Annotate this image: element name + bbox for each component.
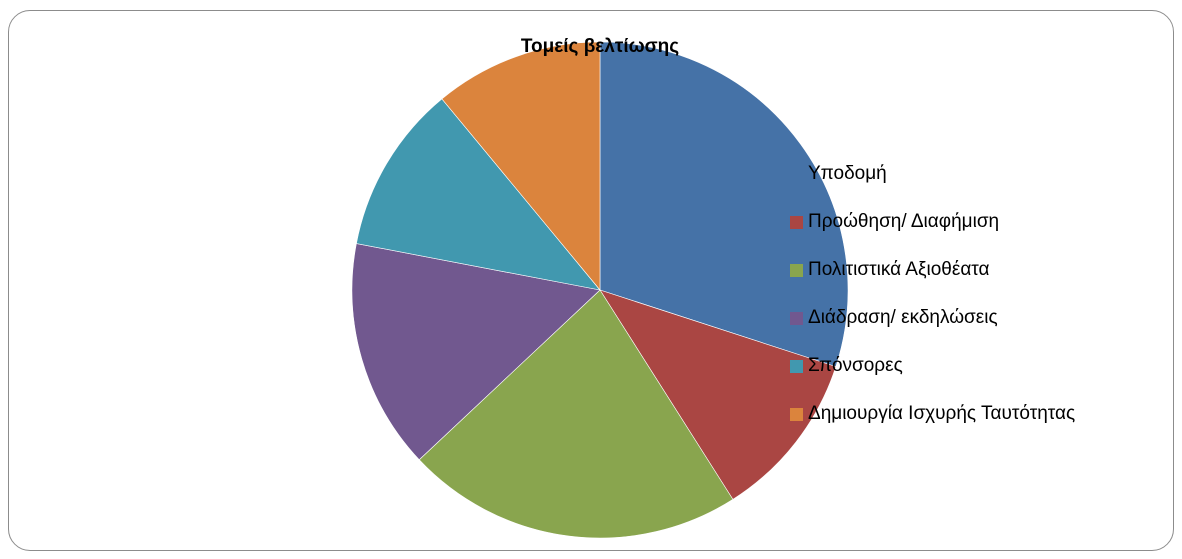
legend-label: Προώθηση/ Διαφήμιση <box>808 211 1000 232</box>
legend-swatch <box>790 215 803 229</box>
legend-item: Διάδραση/ εκδηλώσεις <box>790 294 1075 342</box>
legend-item: Πολιτιστικά Αξιοθέατα <box>790 246 1075 294</box>
legend-item: Υποδομή <box>790 150 1075 198</box>
legend-swatch <box>790 263 803 277</box>
pie-slice-5 <box>356 98 601 291</box>
legend-label: Σπόνσορες <box>808 355 903 376</box>
legend-swatch <box>790 167 803 181</box>
pie-slice-2 <box>599 289 837 500</box>
legend-label: Δημιουργία Ισχυρής Ταυτότητας <box>808 403 1076 424</box>
pie-slice-1 <box>599 41 849 368</box>
legend-swatch <box>790 359 803 373</box>
pie-slice-3 <box>418 289 734 539</box>
legend-label: Πολιτιστικά Αξιοθέατα <box>808 259 990 280</box>
legend-label: Διάδραση/ εκδηλώσεις <box>808 307 998 328</box>
pie-slice-4 <box>351 243 601 461</box>
legend-label: Υποδομή <box>808 163 887 184</box>
pie-slices <box>351 41 849 539</box>
pie-slice-6 <box>441 41 601 291</box>
legend-swatch <box>790 407 803 421</box>
legend-swatch <box>790 311 803 325</box>
legend-item: Προώθηση/ Διαφήμιση <box>790 198 1075 246</box>
chart-legend: Υποδομή Προώθηση/ Διαφήμιση Πολιτιστικά Αξ… <box>790 150 1075 438</box>
legend-item: Δημιουργία Ισχυρής Ταυτότητας <box>790 390 1075 438</box>
legend-item: Σπόνσορες <box>790 342 1075 390</box>
